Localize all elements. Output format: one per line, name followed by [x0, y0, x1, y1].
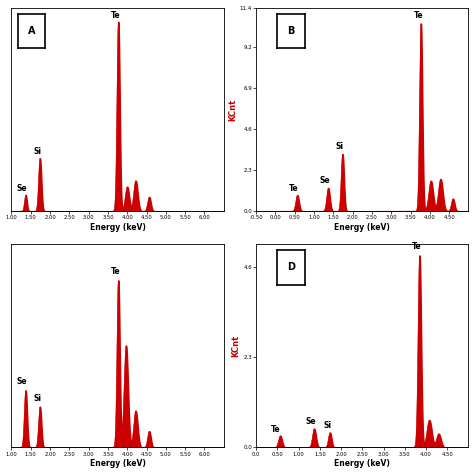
- X-axis label: Energy (keV): Energy (keV): [334, 459, 390, 468]
- Text: Si: Si: [323, 421, 331, 430]
- Text: Te: Te: [111, 11, 120, 20]
- Text: Te: Te: [412, 242, 421, 251]
- Text: Si: Si: [34, 394, 42, 403]
- Text: Te: Te: [413, 11, 423, 20]
- Y-axis label: KCnt: KCnt: [231, 335, 240, 357]
- Text: Si: Si: [33, 147, 41, 156]
- X-axis label: Energy (keV): Energy (keV): [90, 459, 146, 468]
- Text: Te: Te: [111, 267, 120, 276]
- Text: Se: Se: [319, 176, 330, 185]
- Y-axis label: KCnt: KCnt: [228, 98, 237, 120]
- Text: Se: Se: [305, 417, 316, 426]
- X-axis label: Energy (keV): Energy (keV): [90, 223, 146, 232]
- Text: Si: Si: [336, 142, 344, 151]
- Text: Se: Se: [17, 377, 27, 386]
- Text: Te: Te: [289, 184, 298, 193]
- Text: Te: Te: [271, 425, 281, 434]
- Text: Se: Se: [17, 184, 27, 193]
- X-axis label: Energy (keV): Energy (keV): [334, 223, 390, 232]
